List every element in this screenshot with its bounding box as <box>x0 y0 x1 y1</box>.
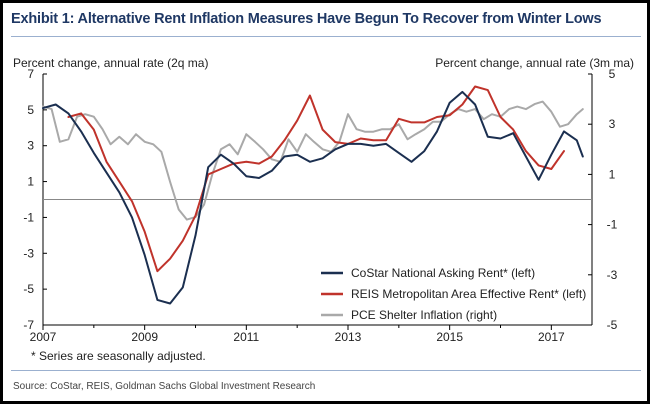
y-left-tick-label: -1 <box>23 210 34 224</box>
line-chart: 7 5 3 1 -1 -3 -5 -7 5 3 1 -1 -3 -5 2007 2009 2011 2013 201… <box>23 67 618 344</box>
footer-divider <box>11 370 641 371</box>
y-left-tick-label: -3 <box>23 246 34 260</box>
y-left-tick-label: 3 <box>27 139 34 153</box>
left-axis-title: Percent change, annual rate (2q ma) <box>13 56 209 70</box>
legend-reis-label: REIS Metropolitan Area Effective Rent* (… <box>351 287 586 301</box>
legend-pce-label: PCE Shelter Inflation (right) <box>351 308 497 322</box>
reis-series-line <box>67 85 565 273</box>
x-tick-label: 2011 <box>233 330 259 344</box>
chart-title: Exhibit 1: Alternative Rent Inflation Me… <box>11 11 602 27</box>
source-note: Source: CoStar, REIS, Goldman Sachs Glob… <box>13 381 316 392</box>
y-right-tick-label: -5 <box>607 318 618 332</box>
y-right-tick-label: -3 <box>607 268 618 282</box>
title-divider <box>11 36 641 37</box>
footnote: * Series are seasonally adjusted. <box>31 349 206 363</box>
x-tick-label: 2013 <box>335 330 362 344</box>
costar-series-line <box>42 90 584 305</box>
y-left-tick-label: -7 <box>23 318 34 332</box>
x-tick-label: 2017 <box>538 330 565 344</box>
x-tick-label: 2007 <box>30 330 57 344</box>
y-right-tick-label: 5 <box>609 67 616 81</box>
y-right-tick-label: -1 <box>607 218 618 232</box>
y-left-tick-label: -5 <box>23 282 34 296</box>
y-right-tick-label: 3 <box>609 117 616 131</box>
y-left-tick-label: 7 <box>27 67 34 81</box>
legend-costar-label: CoStar National Asking Rent* (left) <box>351 266 535 280</box>
x-tick-label: 2009 <box>131 330 158 344</box>
y-left-tick-label: 5 <box>27 103 34 117</box>
pce-series-line <box>42 100 584 221</box>
y-left-tick-label: 1 <box>27 175 34 189</box>
right-axis-title: Percent change, annual rate (3m ma) <box>435 56 634 70</box>
y-right-tick-label: 1 <box>609 167 616 181</box>
x-tick-label: 2015 <box>436 330 463 344</box>
